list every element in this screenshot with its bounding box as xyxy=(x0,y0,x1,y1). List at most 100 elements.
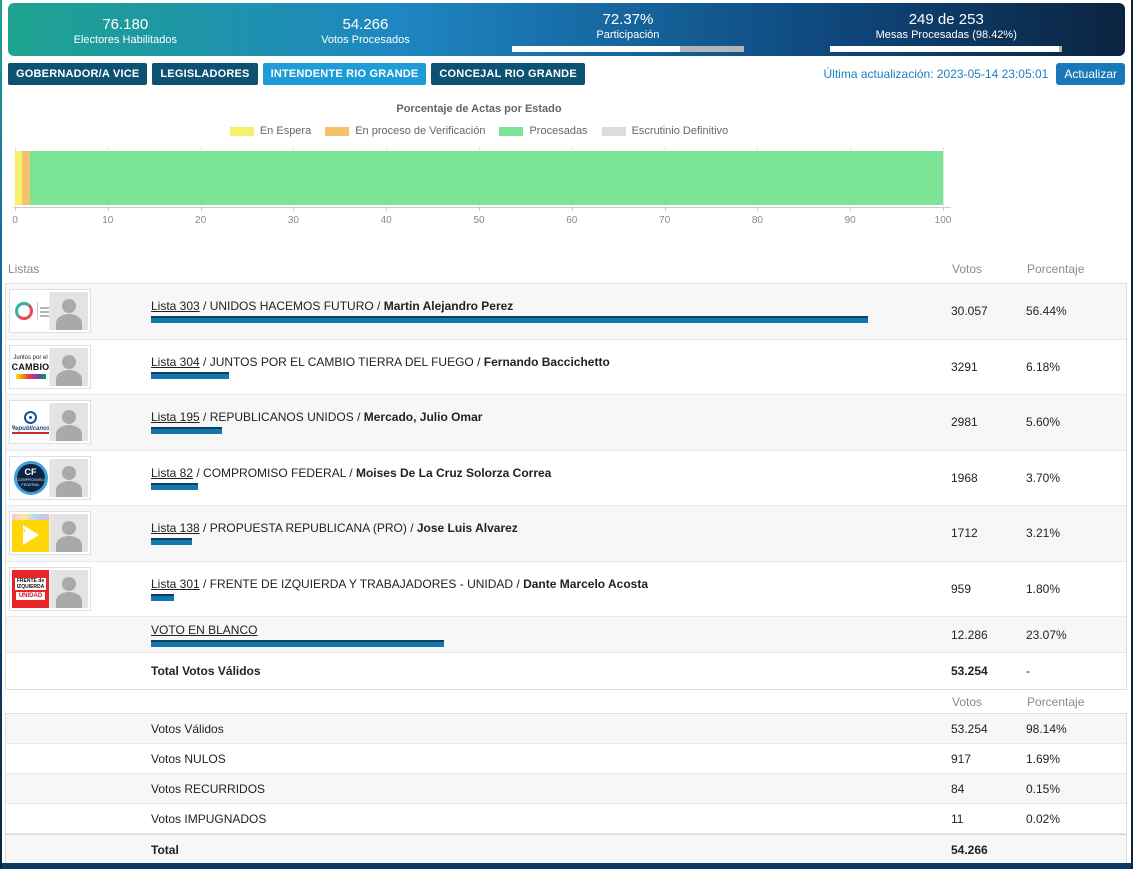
tick-mark xyxy=(850,207,852,211)
percent-cell: 5.60% xyxy=(1026,415,1061,430)
x-axis xyxy=(13,207,951,208)
candidate-name: Mercado, Julio Omar xyxy=(363,410,483,425)
chart-legend: En Espera En proceso de Verificación Proce… xyxy=(8,125,950,137)
blank-vote-link[interactable]: VOTO EN BLANCO xyxy=(151,622,258,637)
candidate-photo xyxy=(50,514,88,553)
tick-mark xyxy=(15,207,16,211)
vote-share-bar xyxy=(151,538,192,546)
header-stat: 54.266 Votos Procesados xyxy=(243,12,489,47)
legend-label: En Espera xyxy=(259,125,312,137)
party-logo-uhf xyxy=(12,292,50,331)
list-info: Lista 138 / PROPUESTA REPUBLICANA (PRO) … xyxy=(6,521,951,546)
party-media: Republicanos xyxy=(9,400,91,445)
party-logo-cf: CF COMPROMISO FEDERAL xyxy=(12,458,50,497)
candidate-name: Moises De La Cruz Solorza Correa xyxy=(355,465,552,480)
list-info: Lista 82 / COMPROMISO FEDERAL / Moises D… xyxy=(6,466,951,490)
summary-label: Votos Válidos xyxy=(151,721,224,736)
tick-label: 90 xyxy=(844,215,856,226)
legend-item[interactable]: En Espera xyxy=(229,125,312,137)
legend-label: En proceso de Verificación xyxy=(355,125,486,137)
refresh-button[interactable]: Actualizar xyxy=(1056,63,1125,85)
summary-row: Total 54.266 xyxy=(6,834,1126,864)
party-logo-fit: FRENTE de IZQUIERDA UNIDAD xyxy=(12,569,50,608)
tick-label: 80 xyxy=(751,215,763,226)
tab-intendente-rio-grande[interactable]: INTENDENTE RIO GRANDE xyxy=(262,63,427,85)
tab-gobernador-a-vice[interactable]: GOBERNADOR/A VICE xyxy=(8,63,148,85)
party-media: FRENTE de IZQUIERDA UNIDAD xyxy=(9,566,91,611)
votes-cell: 54.266 xyxy=(951,842,988,857)
photo-silhouette-head xyxy=(62,299,76,314)
percent-cell: 0.02% xyxy=(1026,811,1061,826)
list-info: Lista 195 / REPUBLICANOS UNIDOS / Mercad… xyxy=(6,410,951,435)
legend-item[interactable]: Procesadas xyxy=(499,125,588,137)
lista-link[interactable]: Lista 303 xyxy=(151,299,200,314)
photo-silhouette-body xyxy=(56,536,82,553)
logo-gradient-strip xyxy=(12,514,49,521)
list-title-line: Lista 195 / REPUBLICANOS UNIDOS / Mercad… xyxy=(151,410,483,425)
list-title-line: Lista 82 / COMPROMISO FEDERAL / Moises D… xyxy=(151,465,552,480)
tick-mark xyxy=(200,207,202,211)
candidate-name: Fernando Baccichetto xyxy=(483,354,610,369)
photo-silhouette-body xyxy=(56,425,82,442)
page-right-border xyxy=(1131,0,1133,869)
list-info: Lista 304 / JUNTOS POR EL CAMBIO TIERRA … xyxy=(6,355,951,379)
chart-title: Porcentaje de Actas por Estado xyxy=(396,103,562,115)
tick-mark xyxy=(943,207,944,211)
votes-cell: 2981 xyxy=(951,415,978,430)
legend-item[interactable]: Escrutinio Definitivo xyxy=(601,125,728,137)
tab-concejal-rio-grande[interactable]: CONCEJAL RIO GRANDE xyxy=(431,63,585,85)
summary-row: Votos RECURRIDOS 84 0.15% xyxy=(6,774,1126,804)
tab-legisladores[interactable]: LEGISLADORES xyxy=(152,63,258,85)
bar-segment-en-espera xyxy=(15,151,23,205)
tick-label: 100 xyxy=(934,215,952,226)
lista-link[interactable]: Lista 82 xyxy=(151,465,194,480)
lists-table-header: Listas Votos Porcentaje xyxy=(8,262,1127,276)
logo-rainbow-strip xyxy=(15,373,46,379)
list-title-line: VOTO EN BLANCO xyxy=(151,623,951,637)
lista-link[interactable]: Lista 301 xyxy=(151,576,200,591)
logo-text: COMPROMISO FEDERAL xyxy=(16,477,45,488)
stat-progress-fill xyxy=(830,46,1059,52)
logo-text: IZQUIERDA xyxy=(14,583,47,590)
tick-label: 40 xyxy=(380,215,392,226)
contest-tabs-row: GOBERNADOR/A VICE LEGISLADORES INTENDENTE … xyxy=(8,63,1125,85)
votes-cell: 959 xyxy=(951,581,972,596)
tick-mark xyxy=(664,207,666,211)
party-media xyxy=(9,289,91,334)
summary-label: Total xyxy=(151,842,179,857)
percent-cell: - xyxy=(1026,664,1030,678)
total-valid-label: Total Votos Válidos xyxy=(151,664,261,678)
lista-link[interactable]: Lista 195 xyxy=(151,410,200,425)
logo-circle: CF COMPROMISO FEDERAL xyxy=(13,460,48,495)
stat-value: 72.37% xyxy=(602,11,654,28)
last-update-text: Última actualización: 2023-05-14 23:05:0… xyxy=(823,67,1049,81)
photo-silhouette-head xyxy=(62,521,76,536)
lista-link[interactable]: Lista 138 xyxy=(151,521,200,536)
summary-table-header: Votos Porcentaje xyxy=(8,695,1127,709)
logo-text: Republicanos xyxy=(12,425,50,434)
photo-silhouette-head xyxy=(62,576,76,591)
list-info: VOTO EN BLANCO xyxy=(6,623,951,647)
votes-cell: 917 xyxy=(951,751,972,766)
list-info: Lista 303 / UNIDOS HACEMOS FUTURO / Mart… xyxy=(6,299,951,324)
stat-value: 249 de 253 xyxy=(908,11,984,28)
lista-link[interactable]: Lista 304 xyxy=(151,354,200,369)
tick-label: 70 xyxy=(659,215,671,226)
party-logo-jxc: Juntos por el CAMBIO xyxy=(12,347,50,386)
party-logo-pro: pro xyxy=(12,514,50,553)
legend-swatch xyxy=(325,126,350,136)
legend-item[interactable]: En proceso de Verificación xyxy=(325,125,485,137)
summary-percent-column-header: Porcentaje xyxy=(1027,695,1085,709)
page-left-border xyxy=(0,0,2,869)
gridline xyxy=(943,147,944,207)
legend-label: Procesadas xyxy=(529,125,588,137)
list-title-line: Lista 138 / PROPUESTA REPUBLICANA (PRO) … xyxy=(151,521,518,536)
tick-label: 0 xyxy=(12,215,18,226)
summary-row: Votos IMPUGNADOS 11 0.02% xyxy=(6,804,1126,834)
stat-progress-fill xyxy=(511,46,680,52)
percent-cell: 6.18% xyxy=(1026,359,1061,374)
percent-cell: 98.14% xyxy=(1026,721,1067,736)
vote-share-bar xyxy=(151,427,223,435)
tick-mark xyxy=(107,207,109,211)
candidate-photo xyxy=(50,569,88,608)
